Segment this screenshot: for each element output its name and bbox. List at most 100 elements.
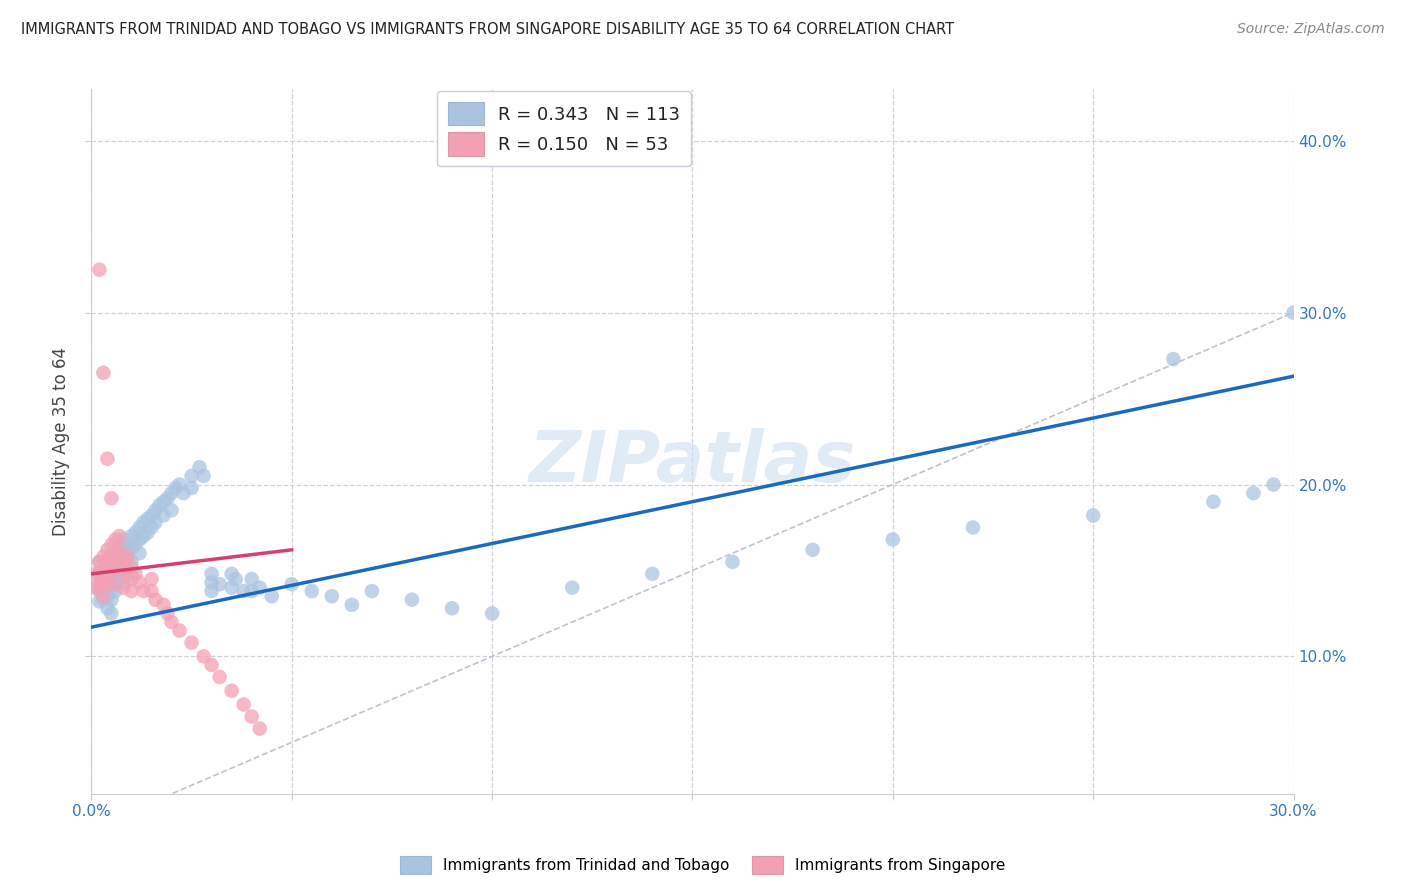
Point (112, 533, 135, 547)
Point (240, 709, 263, 723)
Point (169, 477, 191, 491)
Legend: R = 0.343   N = 113, R = 0.150   N = 53: R = 0.343 N = 113, R = 0.150 N = 53 (437, 91, 692, 167)
Point (882, 533, 904, 547)
Point (301, 584, 323, 599)
Point (152, 494, 174, 508)
Point (89, 566, 111, 581)
Point (112, 549, 135, 564)
Point (152, 508, 174, 523)
Point (104, 575, 127, 590)
Point (249, 581, 271, 595)
Point (141, 572, 163, 586)
Point (121, 584, 143, 599)
Point (128, 533, 150, 547)
Point (180, 635, 202, 649)
Point (1083, 508, 1105, 523)
Point (93, 575, 115, 590)
Point (148, 498, 170, 512)
Point (96, 451, 118, 466)
Point (169, 624, 191, 638)
Point (93, 589, 115, 603)
Point (281, 577, 304, 591)
Point (132, 584, 155, 599)
Point (360, 584, 382, 599)
Point (321, 589, 343, 603)
Point (240, 572, 263, 586)
Point (100, 575, 122, 590)
Point (117, 549, 139, 564)
Point (112, 555, 135, 569)
Point (240, 584, 263, 599)
Point (249, 722, 271, 736)
Point (100, 549, 122, 564)
Point (208, 577, 231, 591)
Point (340, 598, 363, 612)
Point (201, 584, 224, 599)
Point (93, 584, 115, 599)
Point (100, 564, 122, 578)
Point (104, 533, 127, 547)
Point (84, 566, 107, 581)
Point (136, 525, 159, 540)
Point (121, 541, 143, 555)
Point (108, 555, 131, 569)
Point (156, 607, 179, 621)
Point (104, 546, 127, 560)
Point (93, 564, 115, 578)
Point (208, 670, 231, 684)
Point (165, 481, 187, 495)
Point (89, 577, 111, 591)
Point (121, 560, 143, 574)
Point (93, 564, 115, 578)
Point (160, 615, 183, 629)
Point (93, 592, 115, 607)
Point (232, 584, 254, 599)
Point (117, 549, 139, 564)
Point (1202, 494, 1225, 508)
Point (89, 555, 111, 569)
Point (193, 469, 215, 483)
Point (100, 592, 122, 607)
Point (124, 525, 146, 540)
Point (1263, 477, 1285, 491)
Point (141, 508, 163, 523)
Y-axis label: Disability Age 35 to 64: Disability Age 35 to 64 (52, 347, 70, 536)
Point (100, 566, 122, 581)
Point (141, 584, 163, 599)
Point (104, 584, 127, 599)
Point (160, 503, 183, 517)
Point (104, 546, 127, 560)
Point (112, 564, 135, 578)
Point (89, 581, 111, 595)
Point (128, 575, 150, 590)
Point (117, 564, 139, 578)
Point (96, 589, 118, 603)
Point (89, 594, 111, 608)
Point (401, 592, 423, 607)
Point (145, 516, 167, 530)
Point (221, 683, 243, 698)
Point (962, 520, 984, 534)
Point (121, 566, 143, 581)
Point (108, 529, 131, 543)
Point (96, 542, 118, 557)
Point (132, 529, 155, 543)
Point (561, 581, 583, 595)
Point (112, 575, 135, 590)
Point (108, 546, 131, 560)
Point (100, 577, 122, 591)
Point (156, 491, 179, 506)
Point (173, 486, 195, 500)
Point (100, 584, 122, 599)
Point (96, 564, 118, 578)
Point (96, 572, 118, 586)
Point (93, 572, 115, 586)
Point (100, 607, 122, 621)
Point (145, 503, 167, 517)
Point (89, 262, 111, 277)
Legend: Immigrants from Trinidad and Tobago, Immigrants from Singapore: Immigrants from Trinidad and Tobago, Imm… (394, 850, 1012, 880)
Point (481, 607, 503, 621)
Point (108, 538, 131, 552)
Point (180, 469, 202, 483)
Point (641, 566, 664, 581)
